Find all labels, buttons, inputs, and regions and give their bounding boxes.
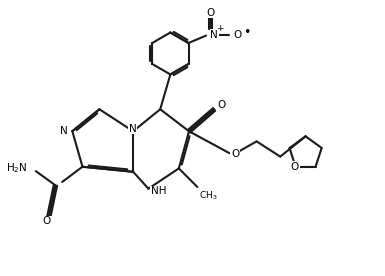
Text: O: O bbox=[43, 216, 51, 227]
Text: N: N bbox=[211, 30, 218, 40]
Text: O: O bbox=[231, 149, 239, 159]
Text: NH: NH bbox=[151, 186, 167, 197]
Text: O: O bbox=[233, 30, 241, 40]
Text: O: O bbox=[291, 162, 299, 172]
Text: O: O bbox=[206, 7, 214, 18]
Text: N: N bbox=[129, 124, 136, 134]
Text: O: O bbox=[217, 100, 225, 110]
Text: •: • bbox=[243, 26, 250, 39]
Text: H$_2$N: H$_2$N bbox=[6, 161, 28, 175]
Text: +: + bbox=[216, 24, 224, 33]
Text: N: N bbox=[60, 126, 68, 136]
Text: CH$_3$: CH$_3$ bbox=[199, 189, 218, 201]
